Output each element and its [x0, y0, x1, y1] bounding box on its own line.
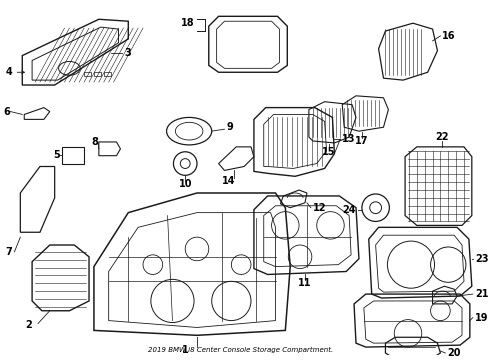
Text: 15: 15 [321, 147, 335, 157]
Text: 17: 17 [354, 136, 368, 146]
Text: 2019 BMW i8 Center Console Storage Compartment.: 2019 BMW i8 Center Console Storage Compa… [147, 347, 332, 353]
Text: 21: 21 [474, 289, 487, 299]
Text: 8: 8 [91, 137, 98, 147]
Text: 24: 24 [342, 205, 355, 215]
Text: 1: 1 [182, 345, 188, 355]
Text: 5: 5 [53, 150, 60, 160]
Text: 19: 19 [474, 312, 487, 323]
Text: 10: 10 [178, 179, 192, 189]
Text: 2: 2 [25, 320, 32, 330]
Text: 9: 9 [226, 122, 233, 132]
Text: 6: 6 [4, 107, 10, 117]
Bar [84, 72, 91, 76]
Text: 16: 16 [442, 31, 455, 41]
Text: 14: 14 [221, 176, 235, 186]
Text: 3: 3 [124, 48, 131, 58]
Text: 20: 20 [447, 348, 460, 358]
Text: 22: 22 [435, 132, 448, 142]
Text: 12: 12 [312, 203, 325, 213]
Text: 7: 7 [5, 247, 12, 257]
Bar [103, 72, 110, 76]
Text: 18: 18 [181, 18, 195, 28]
Text: 13: 13 [342, 134, 355, 144]
Text: 4: 4 [6, 67, 13, 77]
Bar [94, 72, 101, 76]
Text: 11: 11 [298, 278, 311, 288]
Text: 23: 23 [474, 254, 487, 264]
